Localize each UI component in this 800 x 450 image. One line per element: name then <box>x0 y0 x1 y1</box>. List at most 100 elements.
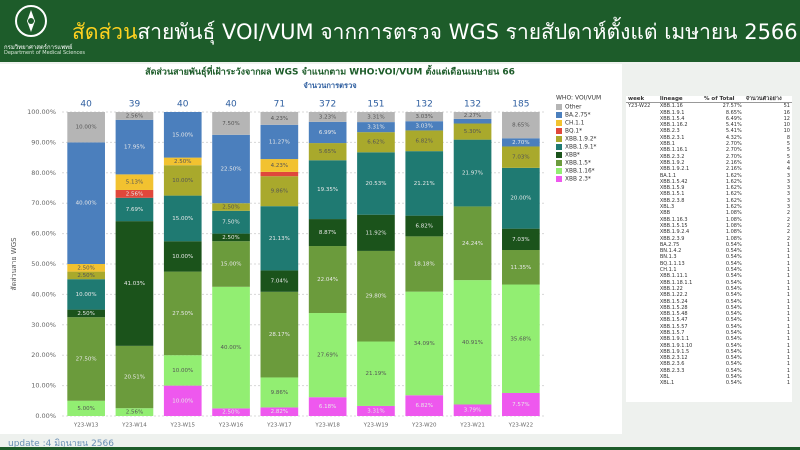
table-cell: 1.08% <box>725 229 742 236</box>
table-cell: XBB.1.9.2.4 <box>659 229 690 236</box>
table-cell: 2.70% <box>725 153 742 160</box>
table-cell: XBB.1.5.4 <box>659 115 685 122</box>
table-cell: 1.08% <box>725 216 742 223</box>
bar-segment <box>357 152 395 215</box>
table-cell: 2 <box>786 235 790 242</box>
table-row: XBB.2.3 5.41% 10 <box>626 128 792 134</box>
bar-segment <box>67 309 105 318</box>
table-cell: 1 <box>786 348 790 355</box>
bar-segment <box>67 271 105 280</box>
data-label: 20.00% <box>510 196 531 202</box>
data-label: 11.27% <box>269 139 290 145</box>
data-label: 3.31% <box>367 115 384 121</box>
data-label: 28.17% <box>269 332 290 338</box>
table-cell: XBB.1.5.9 <box>659 185 685 192</box>
table-cell: 1 <box>786 260 790 267</box>
bar-segment <box>405 130 444 152</box>
chart-subtitle: จำนวนการตรวจ <box>303 81 356 90</box>
data-label: 3.23% <box>319 114 336 120</box>
x-tick-label: Y23-W17 <box>266 423 292 429</box>
table-row: BA.2.75 0.54% 1 <box>626 242 792 248</box>
table-cell: XBB.1.5.57 <box>659 323 688 330</box>
bar-segment <box>405 151 444 216</box>
footer: update :4 มิถุนายน 2566 <box>8 439 114 449</box>
table-cell: XBB.2.3.12 <box>659 355 688 362</box>
bar-segment <box>357 112 395 123</box>
data-label: 15.00% <box>221 262 242 268</box>
table-cell: 1.62% <box>725 172 742 179</box>
data-label: 7.04% <box>271 279 288 285</box>
bar-total: 40 <box>225 100 237 110</box>
table-cell: 0.54% <box>725 323 742 330</box>
table-cell: XBB.1.16 <box>659 103 683 110</box>
bar-total: 40 <box>80 100 92 110</box>
table-row: XBB.1.5.48 0.54% 1 <box>626 311 792 317</box>
table-cell: CH.1.1 <box>659 267 677 274</box>
table-row: XBL.3 1.62% 3 <box>626 204 792 210</box>
bar-segment <box>163 241 202 272</box>
data-label: 7.03% <box>512 155 529 161</box>
y-tick-label: 40.00% <box>31 290 56 298</box>
legend-swatch <box>556 160 562 166</box>
table-row: XBB.1.5.47 0.54% 1 <box>626 317 792 323</box>
table-cell: XBB.2.3.9 <box>659 235 685 242</box>
column-header: % of Total <box>702 96 744 104</box>
table-cell: 1.62% <box>725 191 742 198</box>
data-label: 2.50% <box>222 205 239 211</box>
chart-panel: สัดส่วนสายพันธุ์ที่เฝ้าระวังจากผล WGS จำ… <box>0 64 622 434</box>
data-label: 2.82% <box>271 409 288 415</box>
data-label: 15.00% <box>172 132 193 138</box>
table-cell: 0.54% <box>725 267 742 274</box>
table-row: XBB.1.5.28 0.54% 1 <box>626 305 792 311</box>
bar-segment <box>115 197 154 222</box>
data-label: 10.00% <box>76 125 97 131</box>
data-label: 15.00% <box>172 216 193 222</box>
bar-segment <box>502 250 540 285</box>
table-row: BQ.1.1.13 0.54% 1 <box>626 261 792 267</box>
data-label: 24.24% <box>462 241 483 247</box>
table-cell: 10 <box>783 128 790 135</box>
table-row: XBB.2.3.6 0.54% 1 <box>626 361 792 367</box>
bar-segment <box>115 174 154 190</box>
bar-segment <box>308 160 347 220</box>
data-label: 21.97% <box>462 171 483 177</box>
table-cell: 1 <box>786 273 790 280</box>
bar-segment <box>308 143 347 161</box>
table-cell: XBB.1.9.1.5 <box>659 348 690 355</box>
table-row: XBB.2.3.12 0.54% 1 <box>626 355 792 361</box>
table-cell: 0.54% <box>725 355 742 362</box>
table-row: XBB.2.3.3 0.54% 1 <box>626 368 792 374</box>
legend-label: CH.1.1 <box>565 121 585 127</box>
bar-segment <box>163 112 202 158</box>
table-row: XBB.1.5.9 1.62% 3 <box>626 185 792 191</box>
table-cell: 5.41% <box>725 122 742 129</box>
bar-segment <box>357 341 395 406</box>
bar-segment <box>502 111 540 139</box>
data-label: 6.82% <box>416 138 433 144</box>
bar-segment <box>308 313 347 398</box>
data-label: 2.56% <box>126 113 143 119</box>
table-row: XBL 0.54% 1 <box>626 374 792 380</box>
data-label: 10.00% <box>172 368 193 374</box>
bar-segment <box>115 345 154 409</box>
table-cell: 1 <box>786 241 790 248</box>
data-label: 7.69% <box>126 207 143 213</box>
table-cell: 0.54% <box>725 329 742 336</box>
table-cell: 51 <box>783 103 790 110</box>
data-label: 2.56% <box>126 410 143 416</box>
table-cell: 1.62% <box>725 178 742 185</box>
table-cell: XBB.1.16.2 <box>659 122 688 129</box>
table-cell: XBB.2.3.1 <box>659 134 685 141</box>
title-rest: สายพันธุ์ VOI/VUM จากการตรวจ WGS รายสัปด… <box>137 20 798 44</box>
legend-swatch <box>556 128 562 134</box>
data-label: 5.13% <box>126 180 143 186</box>
bar-segment <box>260 206 299 271</box>
bar-segment <box>453 139 492 207</box>
legend-swatch <box>556 152 562 158</box>
x-tick-label: Y23-W13 <box>73 423 99 429</box>
table-cell: 2 <box>786 229 790 236</box>
table-cell: 10 <box>783 122 790 129</box>
table-cell: 1 <box>786 323 790 330</box>
bar-segment <box>405 112 444 122</box>
table-cell: 0.54% <box>725 342 742 349</box>
